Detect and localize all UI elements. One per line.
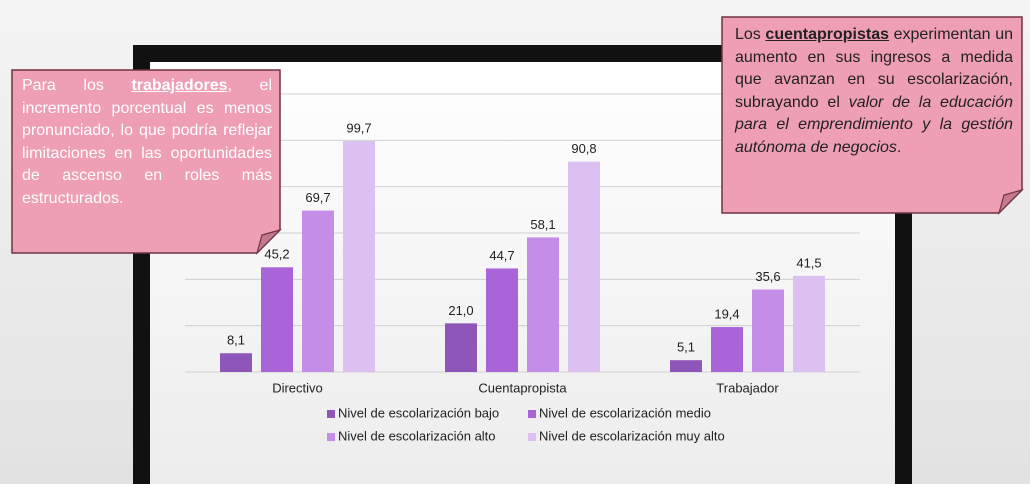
callout-text: Para los trabajadores, el incremento por…: [22, 75, 272, 211]
bar: [220, 353, 252, 372]
x-tick-label: Cuentapropista: [478, 380, 567, 395]
bar: [711, 327, 743, 372]
value-label: 19,4: [714, 306, 739, 321]
legend-label: Nivel de escolarización alto: [338, 428, 496, 443]
value-label: 8,1: [227, 333, 245, 348]
bar: [793, 275, 825, 372]
text-bold: trabajadores: [131, 77, 228, 94]
legend-label: Nivel de escolarización muy alto: [539, 428, 725, 443]
value-label: 99,7: [346, 120, 371, 135]
text: experimentan un aumento en sus ingresos …: [735, 26, 1013, 111]
bar: [302, 210, 334, 372]
bar: [568, 161, 600, 372]
callout-fold: [997, 188, 1025, 216]
callout-fold: [255, 228, 283, 256]
legend-swatch: [327, 433, 335, 441]
legend-swatch: [528, 410, 536, 418]
bar: [486, 268, 518, 372]
text: Los: [735, 26, 766, 43]
value-label: 90,8: [571, 141, 596, 156]
text: .: [896, 138, 902, 156]
value-label: 44,7: [489, 248, 514, 263]
value-label: 21,0: [448, 303, 473, 318]
bar: [261, 267, 293, 372]
legend-swatch: [528, 433, 536, 441]
value-label: 5,1: [677, 340, 695, 355]
callout-text: Los cuentapropistas experimentan un aume…: [735, 24, 1013, 160]
x-tick-label: Directivo: [272, 380, 323, 395]
bar: [343, 141, 375, 372]
text: , el incremento porcentual es menos pron…: [22, 77, 272, 207]
legend-label: Nivel de escolarización medio: [539, 405, 711, 420]
value-label: 35,6: [755, 269, 780, 284]
bar: [670, 360, 702, 372]
bar: [445, 323, 477, 372]
legend-swatch: [327, 410, 335, 418]
bar: [752, 289, 784, 372]
value-label: 69,7: [305, 190, 330, 205]
legend-label: Nivel de escolarización bajo: [338, 405, 499, 420]
text-italic: valor de la educación para el emprendimi…: [735, 93, 1013, 156]
value-label: 45,2: [264, 247, 289, 262]
value-label: 58,1: [530, 217, 555, 232]
value-label: 41,5: [796, 255, 821, 270]
text: Para los: [22, 77, 132, 94]
x-tick-label: Trabajador: [716, 380, 779, 395]
text-bold: cuentapropistas: [765, 26, 890, 43]
bar: [527, 237, 559, 372]
